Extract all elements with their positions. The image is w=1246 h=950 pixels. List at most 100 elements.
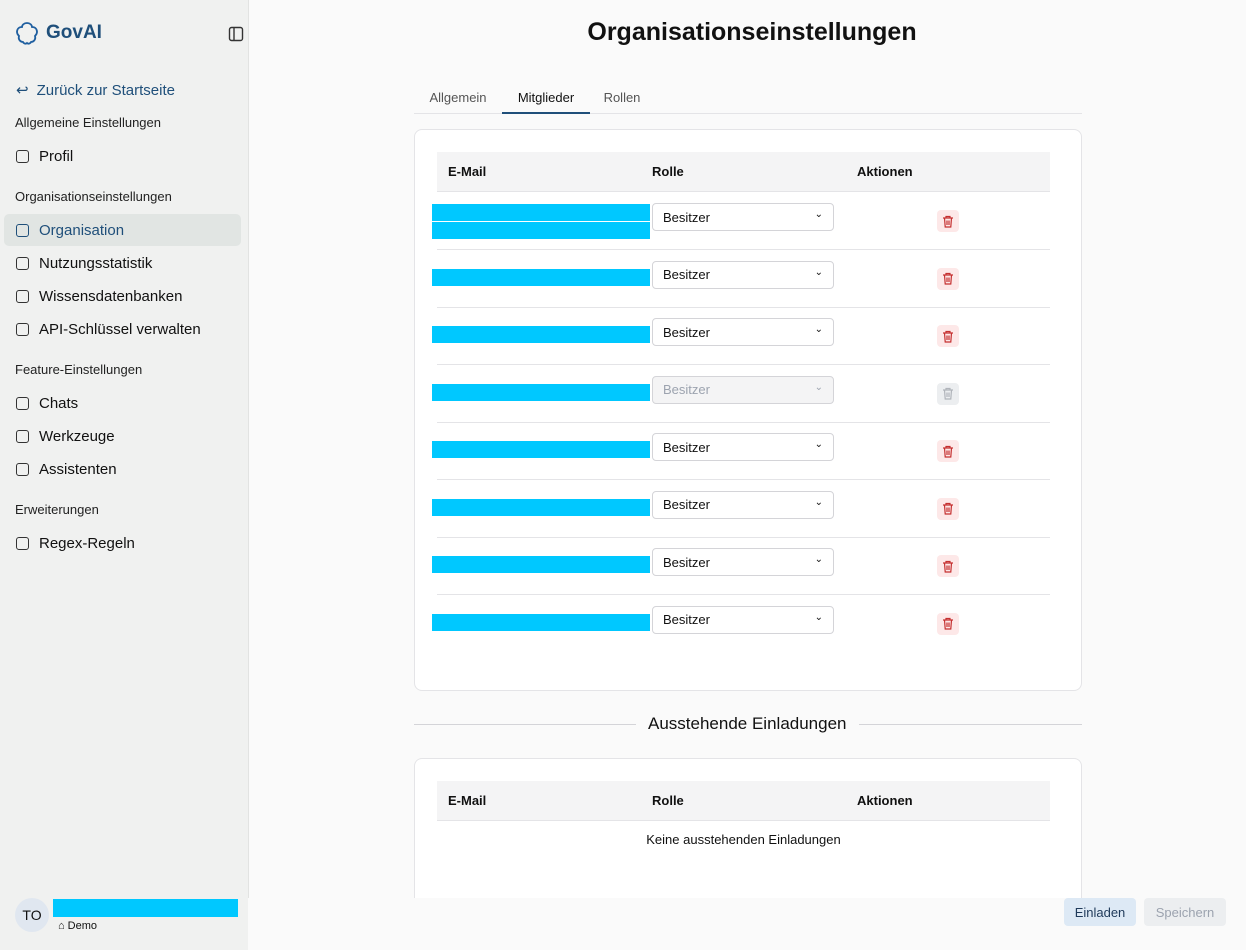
role-value: Besitzer (663, 439, 710, 455)
back-link-text: Zurück zur Startseite (36, 81, 175, 99)
chevron: ⌄ (814, 266, 823, 278)
role-value: Besitzer (663, 324, 710, 340)
nav-item[interactable]: Organisation (4, 214, 241, 246)
nav-item[interactable]: Werkzeuge (4, 420, 241, 452)
tab[interactable]: Allgemein (429, 89, 487, 105)
chevron: ⌄ (814, 381, 823, 393)
nav-item[interactable]: Assistenten (4, 453, 241, 485)
table-header: E-Mail Rolle Aktionen (437, 781, 1050, 821)
role-select[interactable]: Besitzer ⌄ (652, 490, 834, 519)
trash-icon (943, 502, 953, 515)
nav-label: Assistenten (39, 460, 117, 478)
trash-icon (943, 330, 953, 343)
delete-button[interactable] (937, 612, 959, 635)
member-row: Besitzer ⌄ (432, 422, 1050, 480)
logo-icon (16, 22, 38, 45)
role-select[interactable]: Besitzer ⌄ (652, 203, 834, 231)
role-value: Besitzer (663, 554, 710, 570)
role-select[interactable]: Besitzer ⌄ (652, 605, 834, 634)
invite-button[interactable]: Einladen (1064, 898, 1136, 926)
delete-button[interactable] (937, 440, 959, 462)
nav-item[interactable]: Wissensdatenbanken (4, 280, 241, 312)
group-heading: Organisationseinstellungen (15, 188, 172, 204)
chevron: ⌄ (814, 439, 823, 450)
nav-icon (16, 223, 29, 237)
chevron: ⌄ (814, 209, 823, 220)
column-header: Aktionen (857, 793, 913, 808)
delete-button[interactable] (937, 497, 959, 520)
redacted-email (432, 204, 650, 221)
role-select[interactable]: Besitzer ⌄ (652, 433, 834, 461)
role-select[interactable]: Besitzer ⌄ (652, 260, 834, 289)
member-row: Besitzer ⌄ (432, 307, 1050, 365)
tab[interactable]: Rollen (603, 89, 641, 105)
nav-icon (16, 429, 29, 443)
nav-icon (16, 536, 29, 550)
redacted-email (432, 498, 650, 516)
nav-item[interactable]: Regex-Regeln (4, 527, 241, 559)
redacted-email (432, 222, 650, 239)
delete-button[interactable] (937, 555, 959, 577)
role-select[interactable]: Besitzer ⌄ (652, 318, 834, 346)
tab[interactable]: Mitglieder (502, 82, 590, 114)
column-header: Rolle (652, 164, 684, 179)
redacted-email (432, 268, 650, 286)
column-header: E-Mail (448, 793, 487, 808)
column-header: Rolle (652, 793, 684, 808)
role-value: Besitzer (663, 209, 710, 225)
nav-label: Wissensdatenbanken (39, 287, 183, 305)
column-header: Aktionen (857, 164, 913, 179)
nav-label: Profil (39, 147, 74, 165)
pending-title: Ausstehende Einladungen (636, 714, 859, 734)
nav-item[interactable]: Profil (4, 140, 241, 172)
member-row: Besitzer ⌄ (432, 192, 1050, 250)
table-header: E-Mail Rolle Aktionen (437, 152, 1050, 192)
nav-label: Regex-Regeln (39, 534, 135, 552)
role-value: Besitzer (663, 382, 710, 397)
nav-icon (16, 149, 29, 163)
trash-icon (943, 445, 953, 458)
nav-item[interactable]: Chats (4, 387, 241, 419)
redacted-email (432, 441, 650, 458)
chevron: ⌄ (814, 324, 823, 335)
member-row: Besitzer ⌄ (432, 250, 1050, 308)
nav-item[interactable]: API-Schlüssel verwalten (4, 313, 241, 345)
member-row: Besitzer ⌄ (432, 595, 1050, 652)
delete-button[interactable] (937, 325, 959, 347)
delete-button[interactable] (937, 267, 959, 290)
logo-text: GovAI (46, 22, 102, 43)
trash-icon (943, 617, 953, 630)
role-value: Besitzer (663, 267, 710, 282)
role-select[interactable]: Besitzer ⌄ (652, 548, 834, 576)
tab-border (414, 113, 1082, 114)
sidebar: GovAI ↩ Zurück zur Startseite TO ⌂ Demo Al… (0, 0, 249, 950)
role-value: Besitzer (663, 612, 710, 627)
redacted-email (53, 899, 238, 917)
redacted-email (432, 383, 650, 401)
nav-icon (16, 396, 29, 410)
redacted-email (432, 613, 650, 631)
nav-icon (16, 462, 29, 476)
nav-label: API-Schlüssel verwalten (39, 320, 201, 338)
back-link[interactable]: ↩ Zurück zur Startseite (16, 81, 175, 100)
chevron: ⌄ (814, 611, 823, 623)
nav-icon (16, 256, 29, 270)
trash-icon (943, 387, 953, 400)
workspace-text: Demo (67, 920, 97, 932)
chevron: ⌄ (814, 496, 823, 508)
delete-button[interactable] (937, 210, 959, 232)
member-row: Besitzer ⌄ (432, 480, 1050, 538)
member-row: Besitzer ⌄ (432, 537, 1050, 595)
nav-item[interactable]: Nutzungsstatistik (4, 247, 241, 279)
trash-icon (943, 560, 953, 573)
nav-icon (16, 289, 29, 303)
member-row: Besitzer ⌄ (432, 365, 1050, 423)
workspace: ⌂ Demo (58, 920, 97, 932)
avatar[interactable]: TO (15, 898, 49, 932)
nav-label: Chats (39, 394, 79, 412)
nav-label: Organisation (39, 221, 125, 239)
group-heading: Feature-Einstellungen (15, 361, 143, 377)
collapse-button[interactable] (228, 26, 244, 42)
group-heading: Allgemeine Einstellungen (15, 114, 161, 130)
